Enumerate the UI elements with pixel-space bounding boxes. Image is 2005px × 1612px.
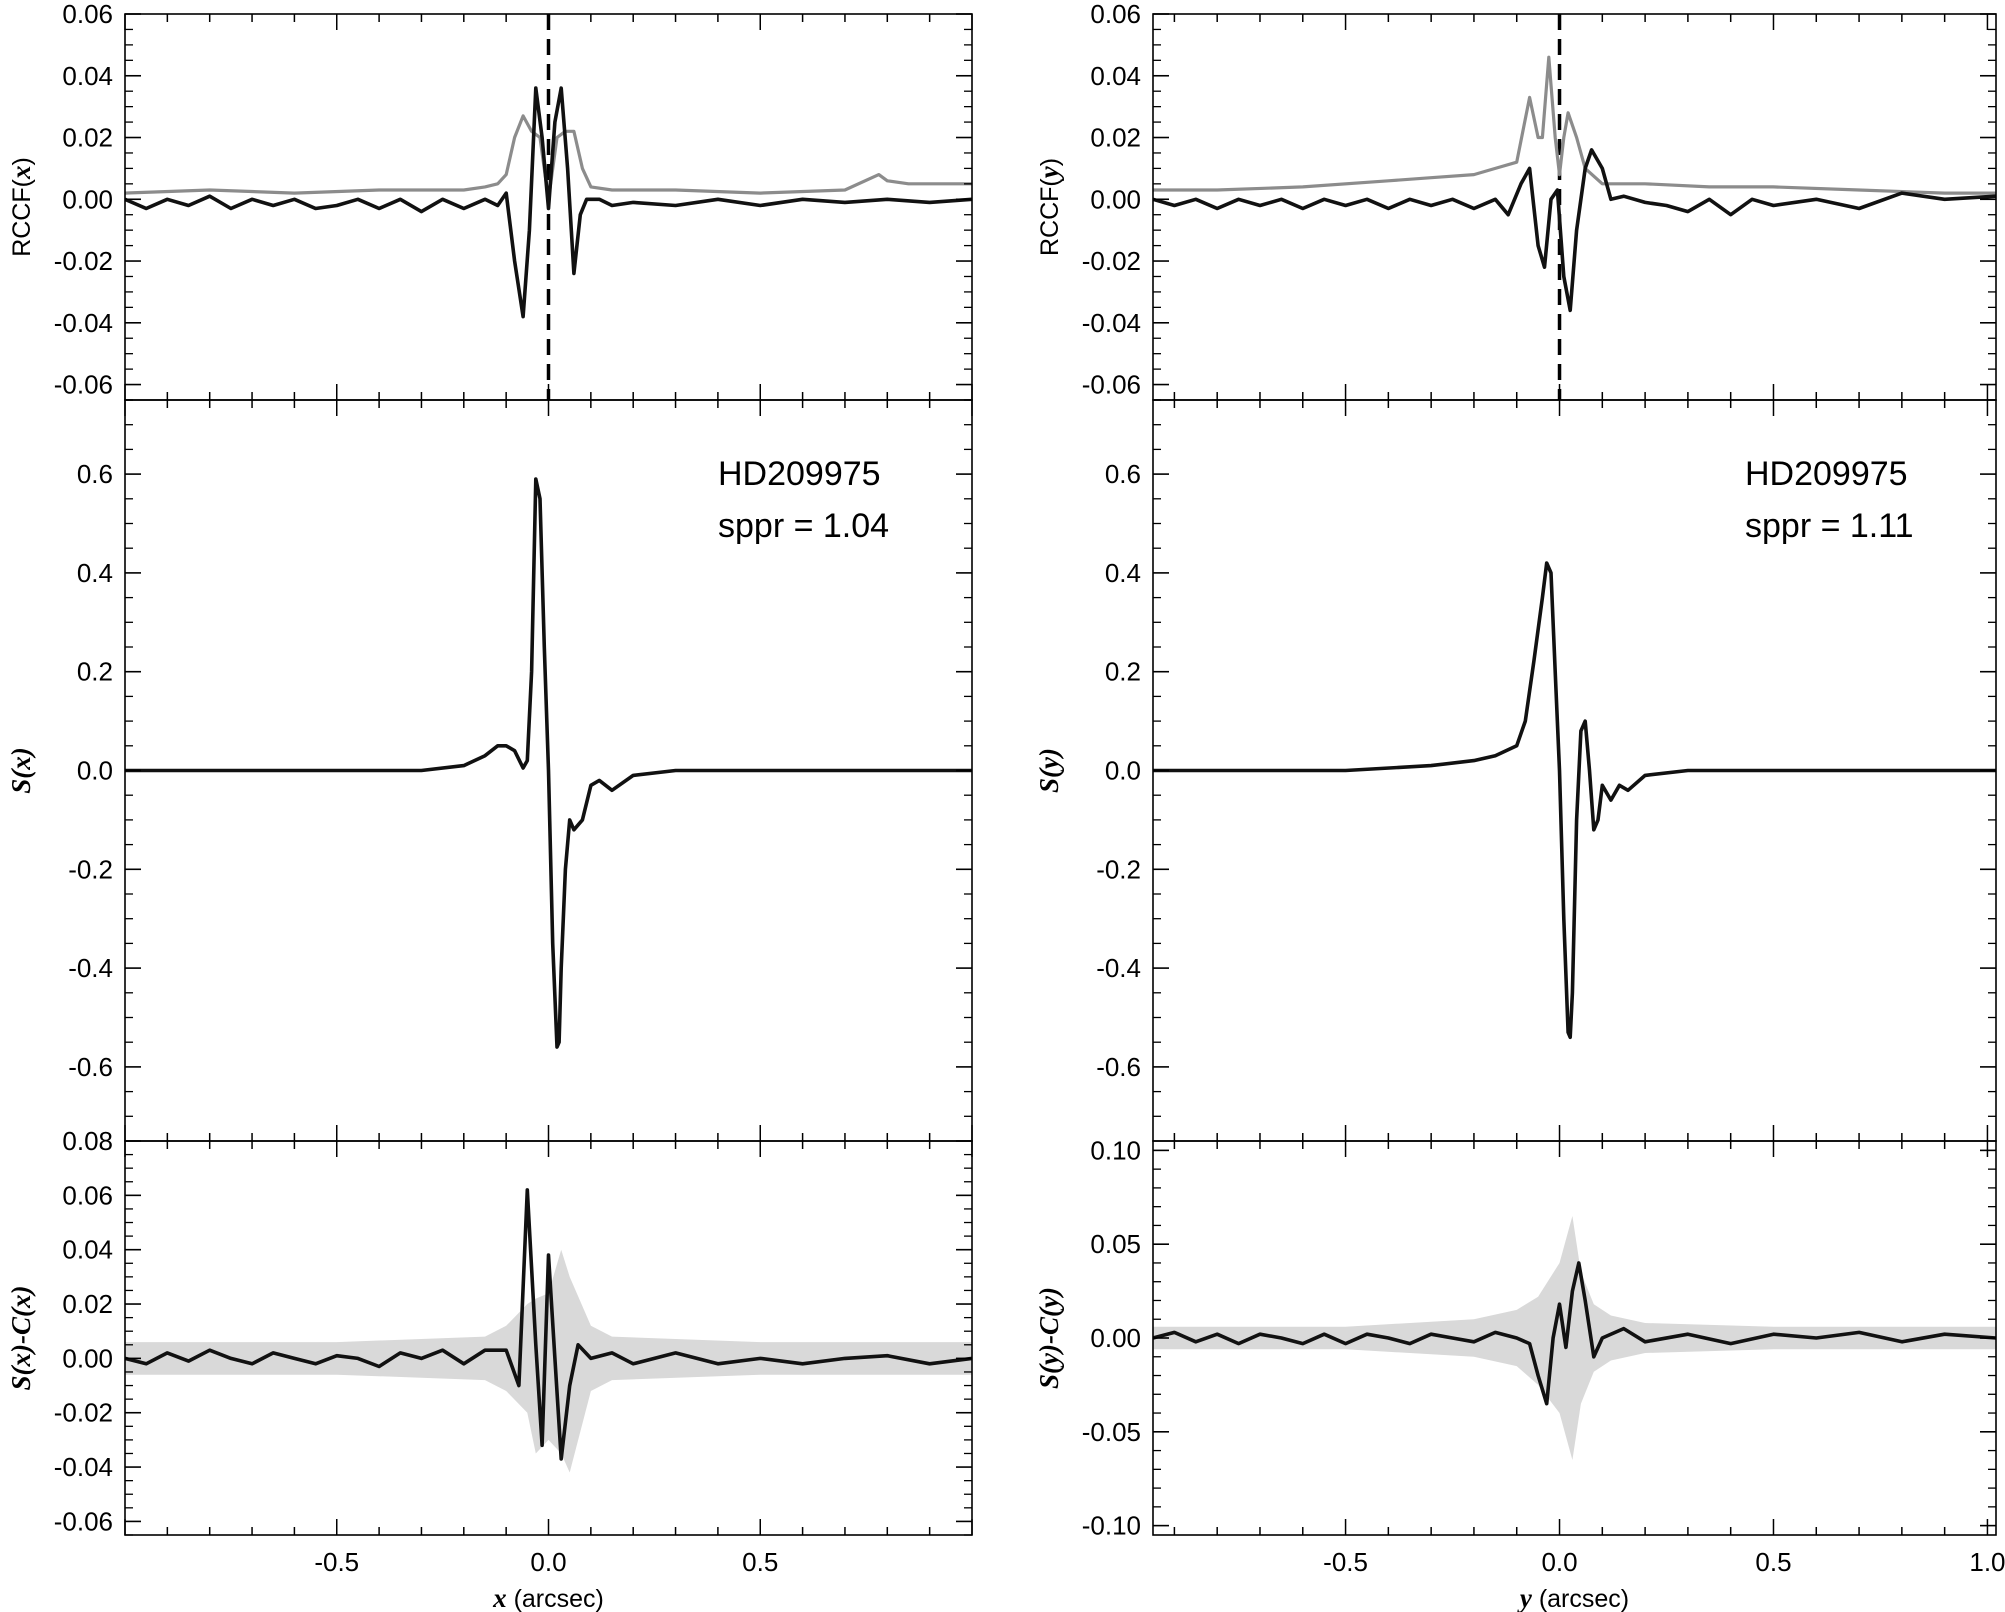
y-tick-label: 0.6	[77, 459, 113, 489]
panel-s-x: -0.6 -0.4 -0.2 0.0 0.2 0.4 0.6 S(x) HD209975 sppr…	[6, 399, 973, 1142]
x-tick-label: -0.5	[1323, 1547, 1368, 1577]
y-tick-label: -0.10	[1082, 1511, 1141, 1541]
uncertainty-band	[1153, 1216, 1996, 1460]
y-tick-label: 0.04	[62, 1235, 113, 1265]
series-line-black	[1153, 561, 1996, 1040]
y-tick-label: -0.2	[1096, 854, 1141, 884]
y-axis-label: RCCF(x)	[6, 157, 36, 257]
y-tick-label: 0.6	[1105, 459, 1141, 489]
series-line-black	[1153, 148, 1996, 313]
panels-layer: -0.06-0.04-0.020.000.020.040.06RCCF(x)-0…	[6, 0, 2005, 1612]
panel-rccf-y: -0.06 -0.04 -0.02 0.00 0.02 0.04 0.06 RCCF(y)	[1034, 0, 1997, 401]
y-tick-label: 0.4	[1105, 558, 1141, 588]
y-tick-label: -0.02	[54, 246, 113, 276]
y-tick-label: 0.0	[1105, 756, 1141, 786]
y-tick-label: -0.02	[54, 1398, 113, 1428]
series-line-black	[125, 86, 972, 319]
annotation-star-name: HD209975	[1745, 455, 1908, 493]
y-tick-label: -0.2	[68, 854, 113, 884]
y-tick-label: 0.06	[62, 1180, 113, 1210]
y-tick-label: -0.04	[54, 308, 113, 338]
plot-frame	[1152, 13, 1997, 401]
y-tick-label: 0.2	[1105, 657, 1141, 687]
panel-s-y: -0.6 -0.4 -0.2 0.0 0.2 0.4 0.6 S(y) HD209975 sppr…	[1034, 399, 1997, 1142]
x-tick-label: -0.5	[314, 1547, 359, 1577]
y-tick-label: 0.02	[1090, 123, 1141, 153]
y-tick-label: -0.6	[1096, 1052, 1141, 1082]
y-tick-label: 0.00	[1090, 1323, 1141, 1353]
y-tick-label: -0.04	[54, 1452, 113, 1482]
series-line-black	[125, 477, 972, 1049]
y-tick-label: 0.00	[1090, 184, 1141, 214]
y-tick-label: -0.6	[68, 1052, 113, 1082]
y-tick-label: 0.00	[62, 184, 113, 214]
uncertainty-band	[125, 1249, 972, 1473]
x-axis-label: y (arcsec)	[1517, 1583, 1629, 1612]
x-tick-label: 1.0	[1969, 1547, 2005, 1577]
y-tick-label: 0.0	[77, 756, 113, 786]
x-axis-label: x (arcsec)	[492, 1583, 604, 1612]
y-tick-label: -0.04	[1082, 308, 1141, 338]
y-axis-label: S(y)	[1034, 748, 1064, 793]
annotation-sppr: sppr = 1.04	[718, 507, 889, 545]
x-tick-label: 0.0	[530, 1547, 566, 1577]
panel-resid-x: -0.06 -0.04 -0.02 0.00 0.02 0.04 0.06 0.08 -0.5 0…	[6, 1126, 973, 1612]
y-tick-label: 0.00	[62, 1343, 113, 1373]
y-tick-label: 0.08	[62, 1126, 113, 1156]
y-tick-label: -0.06	[54, 370, 113, 400]
x-tick-label: 0.5	[742, 1547, 778, 1577]
panel-rccf-x: -0.06 -0.04 -0.02 0.00 0.02 0.04 0.06 RCCF(x)	[6, 0, 973, 401]
y-axis-label: S(x)-C(x)	[6, 1286, 36, 1391]
y-tick-label: -0.4	[68, 953, 113, 983]
series-line-black	[1153, 1261, 1996, 1406]
y-tick-label: 0.04	[1090, 61, 1141, 91]
annotation-sppr: sppr = 1.11	[1745, 507, 1914, 545]
y-tick-label: -0.02	[1082, 246, 1141, 276]
y-tick-label: 0.04	[62, 61, 113, 91]
y-tick-label: 0.02	[62, 123, 113, 153]
x-tick-label: 0.5	[1755, 1547, 1791, 1577]
y-tick-label: 0.06	[1090, 0, 1141, 29]
annotation-star-name: HD209975	[718, 455, 881, 493]
y-tick-label: -0.06	[54, 1506, 113, 1536]
y-tick-label: 0.2	[77, 657, 113, 687]
y-tick-label: 0.05	[1090, 1229, 1141, 1259]
y-axis-label: S(x)	[6, 747, 36, 794]
y-axis-label: RCCF(y)	[1034, 158, 1064, 256]
y-tick-label: -0.05	[1082, 1417, 1141, 1447]
y-tick-label: 0.02	[62, 1289, 113, 1319]
x-tick-label: 0.0	[1541, 1547, 1577, 1577]
y-axis-label: S(y)-C(y)	[1034, 1287, 1064, 1389]
series-line-gray	[1153, 55, 1996, 195]
series-line-black	[125, 1188, 972, 1461]
panel-resid-y: -0.10 -0.05 0.00 0.05 0.10 -0.5 0.0 0.5 1.0 y (ar…	[1034, 1135, 2005, 1612]
y-tick-label: -0.06	[1082, 370, 1141, 400]
y-tick-label: -0.4	[1096, 953, 1141, 983]
y-tick-label: 0.4	[77, 558, 113, 588]
y-tick-label: 0.06	[62, 0, 113, 29]
y-tick-label: 0.10	[1090, 1135, 1141, 1165]
